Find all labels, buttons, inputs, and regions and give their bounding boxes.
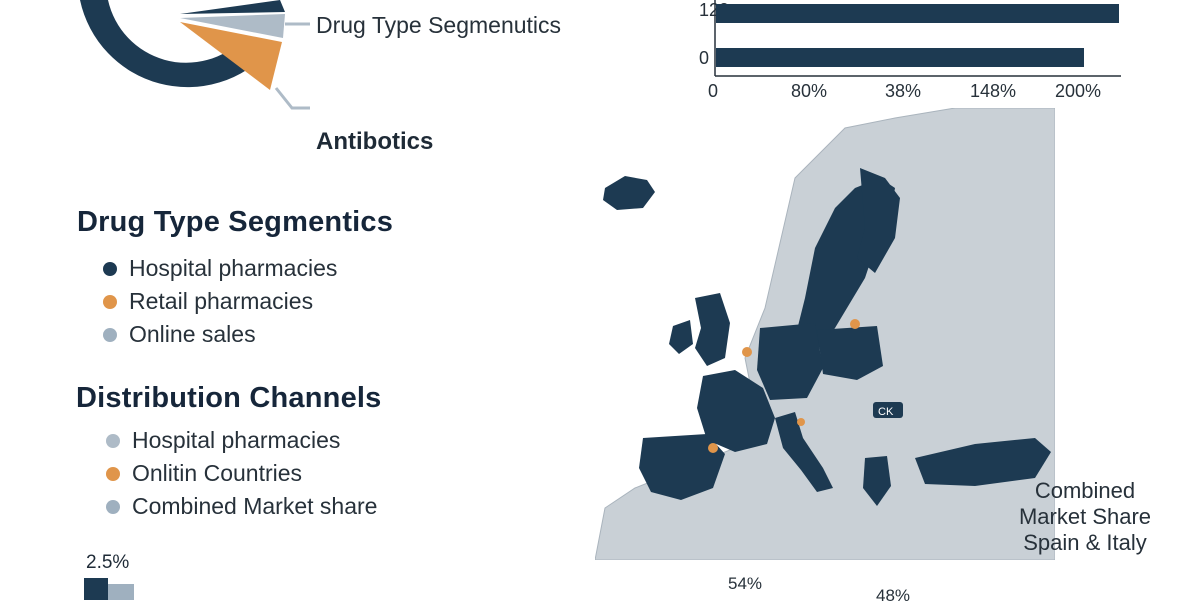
legend-dot (103, 327, 117, 342)
distribution-heading: Distribution Channels (76, 382, 382, 414)
legend-dot (106, 433, 120, 448)
map-accent-marker (797, 418, 805, 426)
distribution-legend: Hospital pharmacies Onlitin Countries Co… (106, 424, 377, 523)
mini-bar-gray (108, 584, 134, 600)
legend-dot (106, 466, 120, 481)
legend-item-hospital-dist: Hospital pharmacies (106, 424, 377, 457)
bar-0 (716, 48, 1084, 67)
map-caption-line: Combined (1034, 478, 1136, 503)
europe-map: CK (595, 108, 1055, 560)
leader-line-bottom (274, 87, 310, 110)
bottom-percent-right: 48% (876, 586, 911, 605)
legend-label: Hospital pharmacies (129, 255, 338, 281)
drug-type-legend: Hospital pharmacies Retail pharmacies On… (103, 252, 337, 351)
mini-bar-chart (84, 578, 134, 600)
legend-label: Online sales (129, 321, 256, 347)
legend-label: Hospital pharmacies (132, 427, 341, 453)
map-iceland (603, 176, 655, 210)
map-germany (757, 323, 823, 400)
drug-type-heading: Drug Type Segmentics (77, 206, 394, 238)
legend-dot (103, 294, 117, 309)
mini-bar-dark (84, 578, 108, 600)
map-iberia (639, 434, 725, 500)
x-tick-label: 80% (791, 81, 827, 101)
x-tick-label: 148% (970, 81, 1016, 101)
map-accent-marker (742, 347, 752, 357)
bar-120 (716, 4, 1119, 23)
legend-item-countries: Onlitin Countries (106, 457, 377, 490)
legend-item-retail: Retail pharmacies (103, 285, 337, 318)
x-tick-label: 200% (1055, 81, 1101, 101)
legend-item-combined: Combined Market share (106, 490, 377, 523)
y-tick-label: 0 (699, 48, 709, 68)
map-turkey (915, 438, 1051, 486)
bottom-percent-left: 54% (728, 574, 763, 593)
legend-label: Onlitin Countries (132, 460, 303, 486)
map-ireland (669, 320, 693, 354)
legend-label: Retail pharmacies (129, 288, 314, 314)
map-accent-marker (708, 443, 718, 453)
map-caption-line: Spain & Italy (1023, 530, 1147, 555)
map-poland (817, 326, 883, 380)
legend-dot (103, 261, 117, 276)
segment-label-top: Drug Type Segmenutics (316, 12, 562, 38)
legend-item-online: Online sales (103, 318, 337, 351)
map-caption: Combined Market Share Spain & Italy (1005, 478, 1165, 556)
map-italy (775, 412, 833, 492)
map-greece (863, 456, 891, 506)
donut-slice-gray (180, 14, 285, 38)
map-uk (695, 293, 730, 366)
donut-slice-dark-small (180, 0, 285, 14)
donut-chart (80, 0, 310, 110)
map-caption-line: Market Share (1018, 504, 1152, 529)
legend-label: Combined Market share (132, 493, 378, 519)
mini-bar-label: 2.5% (86, 552, 130, 573)
map-badge (873, 402, 903, 418)
map-finland (857, 168, 900, 273)
x-tick-label: 0 (708, 81, 718, 101)
bar-chart: 120 0 0 80% 38% 148% 200% (699, 0, 1121, 101)
map-badge-text: CK (878, 406, 894, 418)
x-tick-label: 38% (885, 81, 921, 101)
donut-slice-orange (180, 22, 282, 90)
legend-dot (106, 499, 120, 514)
antibiotics-label: Antibotics (316, 128, 434, 155)
donut-ring-dark (80, 0, 270, 88)
map-france (697, 370, 775, 452)
map-accent-marker (850, 319, 860, 329)
legend-item-hospital: Hospital pharmacies (103, 252, 337, 285)
